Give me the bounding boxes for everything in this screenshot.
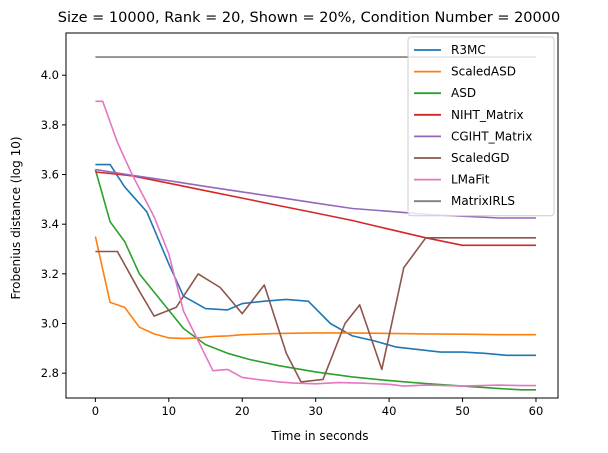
chart-title: Size = 10000, Rank = 20, Shown = 20%, Co… xyxy=(58,10,560,26)
series-line-scaledasd xyxy=(94,236,536,340)
x-tick-label: 30 xyxy=(308,404,323,418)
x-tick-label: 20 xyxy=(235,404,250,418)
x-tick-label: 50 xyxy=(455,404,470,418)
x-tick-label: 40 xyxy=(382,404,397,418)
x-tick-label: 60 xyxy=(529,404,544,418)
y-tick-label: 3.2 xyxy=(41,267,59,281)
legend-label: ASD xyxy=(451,86,476,100)
legend-label: NIHT_Matrix xyxy=(451,108,524,122)
series-line-r3mc xyxy=(95,163,536,357)
x-tick-label: 0 xyxy=(92,404,99,418)
series-line-scaledgd xyxy=(95,237,536,383)
series-layer xyxy=(94,56,536,391)
y-tick-label: 3.6 xyxy=(41,168,59,182)
y-tick-label: 3.4 xyxy=(41,217,59,231)
legend-label: MatrixIRLS xyxy=(451,194,515,208)
y-tick-label: 4.0 xyxy=(41,68,59,82)
legend-label: R3MC xyxy=(451,43,486,57)
legend-label: ScaledASD xyxy=(451,65,516,79)
x-tick-label: 10 xyxy=(161,404,176,418)
legend-box xyxy=(407,36,555,217)
y-tick-label: 3.8 xyxy=(41,118,59,132)
x-axis-label: Time in seconds xyxy=(271,429,369,443)
series-line-niht-matrix xyxy=(95,171,536,247)
series-line-lmafit xyxy=(95,100,536,387)
y-axis: 2.8 3.0 3.2 3.4 3.6 3.8 4.0 xyxy=(41,68,66,380)
legend-label: CGIHT_Matrix xyxy=(451,129,532,143)
y-tick-label: 3.0 xyxy=(41,317,59,331)
plot-frame xyxy=(65,32,559,399)
x-axis: 0 10 20 30 40 50 60 xyxy=(92,398,544,418)
y-tick-label: 2.8 xyxy=(41,366,59,380)
legend: R3MC ScaledASD ASD NIHT_Matrix CGIHT_Matrix S… xyxy=(407,36,555,217)
legend-label: ScaledGD xyxy=(451,151,509,165)
legend-label: LMaFit xyxy=(451,173,490,187)
y-axis-label: Frobenius distance (log 10) xyxy=(9,136,23,299)
